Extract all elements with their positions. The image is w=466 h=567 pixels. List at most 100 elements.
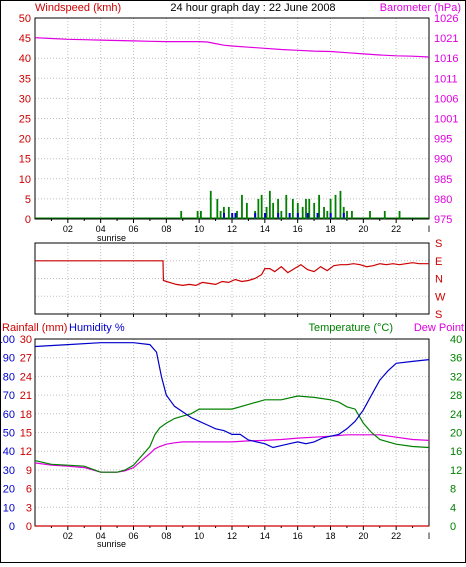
dewpoint-label: Dew Point — [414, 322, 464, 334]
temperature-tick-label: 8 — [450, 484, 456, 496]
windspeed-tick-label: 25 — [19, 114, 31, 126]
rainfall-tick-label: 27 — [20, 353, 32, 365]
temperature-tick-label: 24 — [450, 409, 462, 421]
humidity-label: Humidity % — [69, 322, 125, 334]
gust-bar — [277, 198, 279, 219]
temperature-tick-label: 4 — [450, 502, 456, 514]
wind-baro-xtick-label: 08 — [161, 224, 171, 234]
wind-baro-xtick-end: I — [428, 224, 431, 234]
wind-baro-xtick-label: 06 — [128, 224, 138, 234]
gust-bar — [369, 210, 371, 219]
gust-bar — [236, 210, 238, 219]
humidity-tick-label: 60 — [3, 409, 15, 421]
rainfall-tick-label: 18 — [20, 409, 32, 421]
windspeed-tick-label: 10 — [19, 174, 31, 186]
windspeed-tick-label: 15 — [19, 154, 31, 166]
temperature-tick-label: 32 — [450, 371, 462, 383]
gust-bar — [222, 206, 225, 219]
temperature-tick-label: 16 — [450, 446, 462, 458]
humidity-tick-label: 10 — [3, 502, 15, 514]
windspeed-tick-label: 30 — [19, 93, 31, 105]
gust-bar — [209, 190, 212, 219]
gust-bar — [291, 198, 294, 219]
rainfall-tick-label: 30 — [20, 334, 32, 346]
gust-bar — [329, 198, 332, 219]
gust-bar — [398, 210, 401, 219]
barometer-line — [34, 37, 430, 58]
temperature-tick-label: 0 — [450, 521, 456, 533]
temp-hum-xtick-label: 10 — [194, 531, 204, 541]
temp-hum-xtick-label: 18 — [325, 531, 335, 541]
wind-bar — [306, 212, 309, 219]
wind-direction-label: W — [435, 291, 446, 303]
sunrise-label-top: sunrise — [97, 233, 126, 243]
wind-baro-xtick-label: 16 — [293, 224, 303, 234]
barometer-tick-label: 1006 — [434, 93, 458, 105]
humidity-line — [34, 342, 430, 449]
gust-bar — [339, 190, 342, 219]
gust-bar — [296, 202, 299, 219]
rainfall-tick-label: 21 — [20, 390, 32, 402]
humidity-tick-label: 90 — [3, 353, 15, 365]
barometer-tick-label: 985 — [434, 174, 452, 186]
gust-bar — [323, 206, 325, 219]
rainfall-tick-label: 6 — [26, 484, 32, 496]
temp-hum-xtick-label: 16 — [293, 531, 303, 541]
barometer-label: Barometer (hPa) — [380, 2, 461, 14]
rainfall-tick-label: 9 — [26, 465, 32, 477]
humidity-tick-label: 20 — [3, 484, 15, 496]
windspeed-tick-label: 20 — [19, 134, 31, 146]
temperature-tick-label: 40 — [450, 334, 462, 346]
rainfall-label: Rainfall (mm) — [2, 322, 67, 334]
rainfall-tick-label: 24 — [20, 371, 32, 383]
temperature-tick-label: 28 — [450, 390, 462, 402]
temp-hum-xtick-label: 14 — [260, 531, 270, 541]
wind-baro-xtick-label: 02 — [63, 224, 73, 234]
humidity-tick-label: 50 — [3, 428, 15, 440]
gust-bar — [346, 210, 348, 219]
temp-hum-xtick-label: 20 — [358, 531, 368, 541]
gust-bar — [265, 206, 268, 219]
barometer-tick-label: 1016 — [434, 53, 458, 65]
windspeed-tick-label: 40 — [19, 53, 31, 65]
gust-bar — [219, 210, 222, 219]
wind-baro-xtick-label: 14 — [260, 224, 270, 234]
gust-bar — [342, 206, 345, 219]
gust-bar — [268, 190, 271, 219]
gust-bar — [305, 198, 307, 219]
wind-bar — [342, 212, 345, 219]
temperature-tick-label: 36 — [450, 353, 462, 365]
temp-hum-xtick-label: 02 — [63, 531, 73, 541]
gust-bar — [280, 210, 283, 219]
barometer-tick-label: 1011 — [434, 73, 458, 85]
wind-baro-xtick-label: 18 — [325, 224, 335, 234]
gust-bar — [245, 202, 248, 219]
gust-bar — [180, 210, 183, 219]
gust-bar — [196, 210, 199, 219]
rainfall-tick-label: 15 — [20, 428, 32, 440]
wind-bar — [329, 212, 332, 219]
temp-hum-xtick-label: 08 — [161, 531, 171, 541]
gust-bar — [216, 198, 219, 219]
wind-direction-label: S — [435, 238, 442, 250]
gust-bar — [200, 210, 202, 219]
gust-bar — [326, 210, 329, 219]
temp-hum-xtick-label: 22 — [391, 531, 401, 541]
wind-direction-line — [35, 260, 429, 287]
gust-bar — [318, 194, 321, 219]
gust-bar — [308, 198, 311, 219]
wind-baro-xtick-label: 12 — [227, 224, 237, 234]
barometer-tick-label: 1001 — [434, 114, 458, 126]
wind-bar — [234, 212, 237, 219]
wind-direction-label: N — [435, 274, 443, 286]
temperature-tick-label: 12 — [450, 465, 462, 477]
rainfall-tick-label: 12 — [20, 446, 32, 458]
windspeed-label: Windspeed (kmh) — [35, 2, 121, 14]
wind-bar — [316, 212, 319, 219]
wind-baro-xtick-label: 20 — [358, 224, 368, 234]
gust-bar — [241, 194, 243, 219]
windspeed-tick-label: 35 — [19, 73, 31, 85]
wind-bar — [288, 212, 291, 219]
